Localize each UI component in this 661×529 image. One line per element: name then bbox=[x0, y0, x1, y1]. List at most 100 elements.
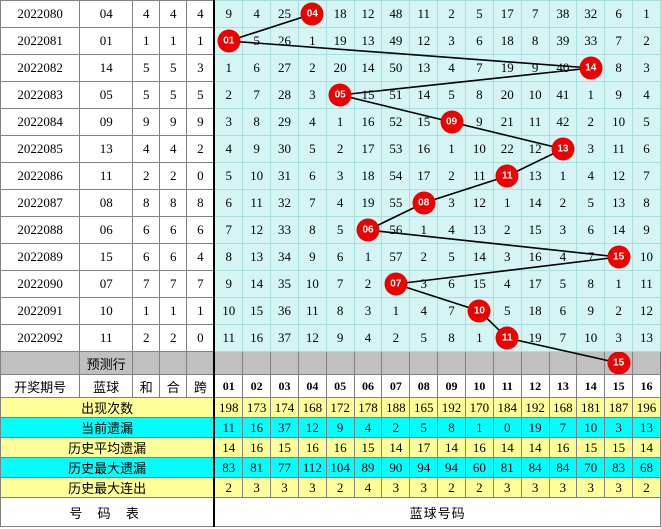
header-col-14: 14 bbox=[576, 374, 606, 398]
stats-value: 2 bbox=[213, 477, 244, 498]
period-cell: 2022087 bbox=[0, 189, 81, 217]
matrix-cell: 5 bbox=[297, 135, 327, 163]
matrix-cell: 21 bbox=[492, 108, 522, 136]
stats-value: 2 bbox=[632, 477, 661, 498]
blue-ball-marker: 10 bbox=[467, 299, 491, 323]
stats-value: 192 bbox=[437, 397, 466, 418]
kua-cell: 1 bbox=[186, 27, 215, 55]
predict-matrix-cell bbox=[437, 351, 466, 375]
predict-matrix-cell bbox=[353, 351, 383, 375]
matrix-cell: 3 bbox=[548, 216, 578, 244]
stats-value: 16 bbox=[325, 437, 355, 458]
matrix-cell: 40 bbox=[548, 54, 578, 82]
matrix-cell: 2 bbox=[381, 324, 411, 352]
stats-value: 173 bbox=[242, 397, 272, 418]
stats-value: 14 bbox=[492, 437, 522, 458]
matrix-cell: 41 bbox=[548, 81, 578, 109]
matrix-cell: 1 bbox=[353, 243, 383, 271]
stats-value: 16 bbox=[548, 437, 578, 458]
matrix-cell: 14 bbox=[353, 54, 383, 82]
matrix-cell: 5 bbox=[632, 108, 661, 136]
matrix-cell: 1 bbox=[409, 216, 439, 244]
stats-value: 3 bbox=[297, 477, 327, 498]
matrix-cell: 4 bbox=[576, 162, 606, 190]
matrix-cell: 50 bbox=[381, 54, 411, 82]
matrix-cell: 6 bbox=[437, 270, 466, 298]
stats-value: 168 bbox=[548, 397, 578, 418]
matrix-cell: 4 bbox=[353, 324, 383, 352]
matrix-ball-cell: 09 bbox=[437, 108, 466, 136]
table-row: 2022092 11 2 2 0 11 16 37 12 9 4 2 5 8 1 11 19 7 10 3 13 bbox=[0, 324, 661, 352]
matrix-cell: 12 bbox=[632, 297, 661, 325]
period-cell: 2022091 bbox=[0, 297, 81, 325]
header-he2: 合 bbox=[159, 374, 188, 398]
matrix-cell: 1 bbox=[464, 324, 494, 352]
he2-cell: 4 bbox=[159, 0, 188, 28]
predict-matrix-cell bbox=[297, 351, 327, 375]
matrix-cell: 17 bbox=[353, 135, 383, 163]
blue-ball-cell: 05 bbox=[79, 81, 134, 109]
matrix-cell: 2 bbox=[437, 0, 466, 28]
matrix-cell: 3 bbox=[297, 81, 327, 109]
stats-value: 2 bbox=[381, 417, 411, 438]
stats-value: 60 bbox=[464, 457, 494, 478]
matrix-cell: 19 bbox=[353, 189, 383, 217]
predict-ball-cell: 15 bbox=[604, 351, 634, 375]
matrix-cell: 6 bbox=[297, 162, 327, 190]
matrix-cell: 11 bbox=[464, 162, 494, 190]
stats-value: 17 bbox=[409, 437, 439, 458]
matrix-cell: 39 bbox=[548, 27, 578, 55]
he2-cell: 8 bbox=[159, 189, 188, 217]
matrix-cell: 11 bbox=[604, 135, 634, 163]
header-col-06: 06 bbox=[353, 374, 383, 398]
matrix-cell: 14 bbox=[242, 270, 272, 298]
matrix-cell: 7 bbox=[297, 189, 327, 217]
stats-value: 3 bbox=[576, 477, 606, 498]
matrix-cell: 11 bbox=[409, 0, 439, 28]
blue-ball-cell: 14 bbox=[79, 54, 134, 82]
stats-value: 14 bbox=[437, 437, 466, 458]
stats-value: 187 bbox=[604, 397, 634, 418]
header-col-15: 15 bbox=[604, 374, 634, 398]
he-cell: 4 bbox=[132, 0, 161, 28]
matrix-cell: 8 bbox=[604, 54, 634, 82]
header-blue: 蓝球 bbox=[79, 374, 134, 398]
matrix-cell: 35 bbox=[270, 270, 299, 298]
blue-ball-cell: 10 bbox=[79, 297, 134, 325]
matrix-cell: 7 bbox=[632, 162, 661, 190]
matrix-ball-cell: 01 bbox=[213, 27, 244, 55]
stats-value: 196 bbox=[632, 397, 661, 418]
predict-matrix-cell bbox=[270, 351, 299, 375]
matrix-cell: 3 bbox=[437, 189, 466, 217]
matrix-cell: 6 bbox=[242, 54, 272, 82]
matrix-cell: 2 bbox=[409, 243, 439, 271]
footer-left-label: 号 码 表 bbox=[0, 497, 215, 527]
predict-row-label: 预测行 bbox=[79, 351, 134, 375]
stats-value: 3 bbox=[242, 477, 272, 498]
table-row: 2022080 04 4 4 4 9 4 25 04 18 12 48 11 2 5 17 7 38 32 6 1 bbox=[0, 0, 661, 28]
stats-row-label: 历史最大连出 bbox=[0, 477, 215, 498]
header-col-04: 04 bbox=[297, 374, 327, 398]
stats-value: 0 bbox=[492, 417, 522, 438]
matrix-cell: 12 bbox=[604, 162, 634, 190]
matrix-cell: 5 bbox=[437, 243, 466, 271]
matrix-cell: 2 bbox=[297, 54, 327, 82]
matrix-cell: 1 bbox=[437, 135, 466, 163]
matrix-cell: 9 bbox=[464, 108, 494, 136]
matrix-cell: 17 bbox=[409, 162, 439, 190]
predict-matrix-cell bbox=[213, 351, 244, 375]
kua-cell: 0 bbox=[186, 162, 215, 190]
header-kua: 跨 bbox=[186, 374, 215, 398]
stats-value: 3 bbox=[548, 477, 578, 498]
matrix-cell: 1 bbox=[381, 297, 411, 325]
matrix-cell: 8 bbox=[325, 297, 355, 325]
footer-row: 号 码 表蓝球号码 bbox=[0, 497, 661, 527]
blue-ball-marker: 11 bbox=[495, 326, 519, 350]
matrix-cell: 11 bbox=[520, 108, 550, 136]
stats-value: 16 bbox=[242, 437, 272, 458]
matrix-cell: 6 bbox=[548, 297, 578, 325]
period-cell: 2022082 bbox=[0, 54, 81, 82]
matrix-cell: 7 bbox=[604, 27, 634, 55]
matrix-cell: 18 bbox=[353, 162, 383, 190]
